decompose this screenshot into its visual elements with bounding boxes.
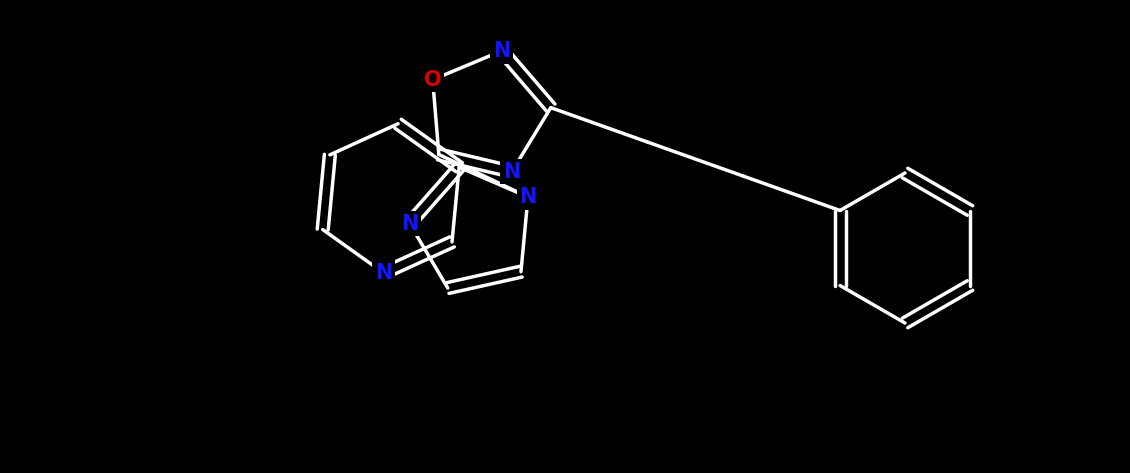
Text: O: O <box>424 70 442 90</box>
Text: N: N <box>493 41 511 61</box>
Text: N: N <box>401 213 418 234</box>
Text: N: N <box>520 187 537 207</box>
Text: N: N <box>503 162 521 182</box>
Text: N: N <box>375 263 392 283</box>
